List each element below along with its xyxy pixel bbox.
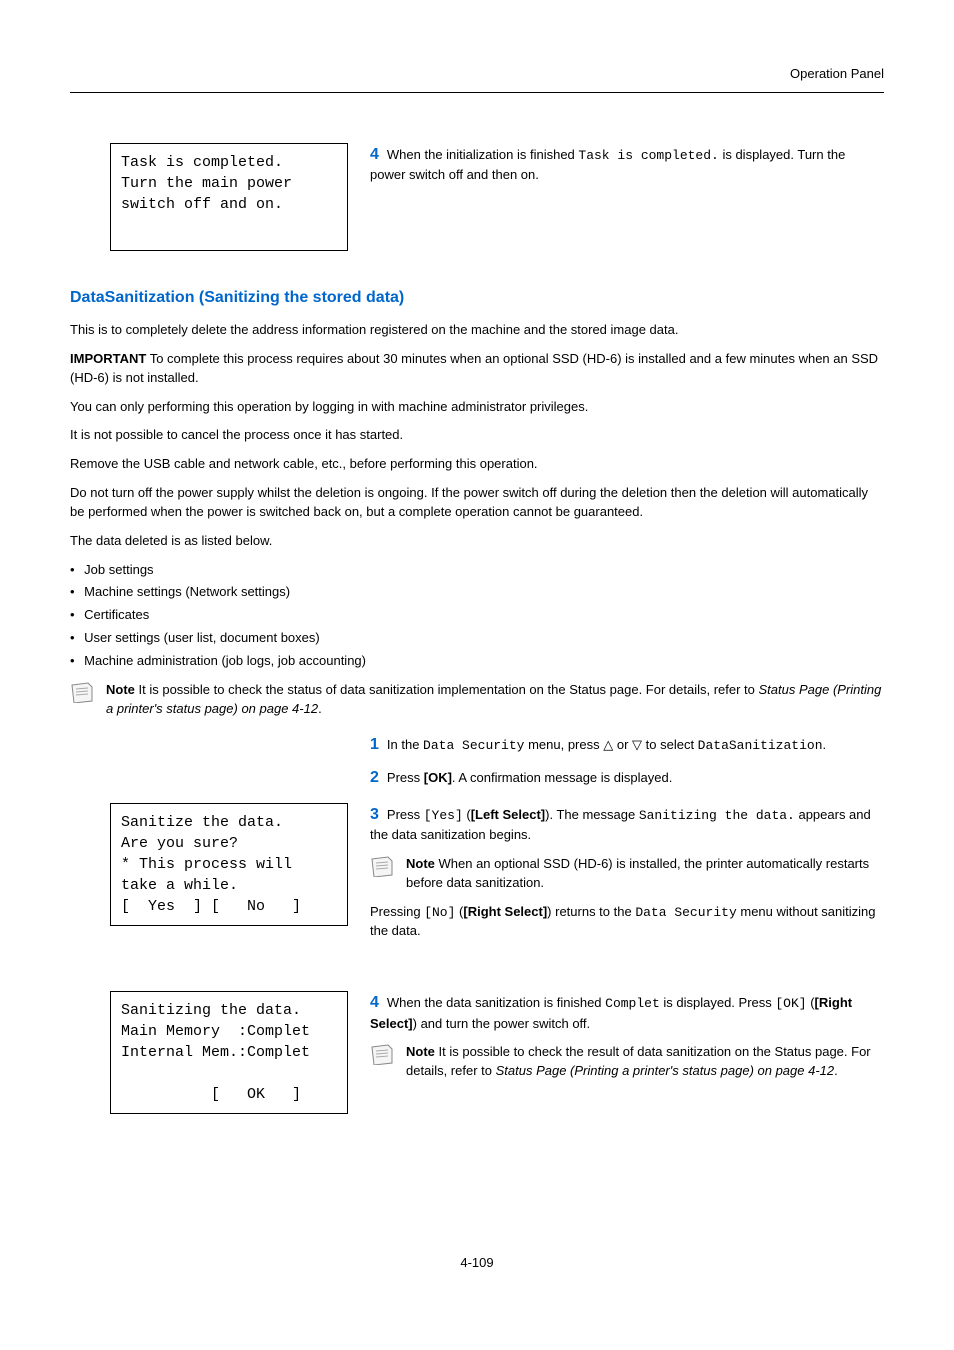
s4bna: Note bbox=[406, 1044, 435, 1059]
s3t7: ) returns to the bbox=[547, 904, 635, 919]
p6: Do not turn off the power supply whilst … bbox=[70, 484, 884, 522]
step2-text: 2 Press [OK]. A confirmation message is d… bbox=[370, 766, 884, 789]
s1c2: DataSanitization bbox=[698, 738, 823, 753]
s4bt4: ) and turn the power switch off. bbox=[413, 1016, 591, 1031]
lcd-sanitizing-result: Sanitizing the data. Main Memory :Comple… bbox=[110, 991, 348, 1114]
step4a-code: Task is completed. bbox=[578, 148, 718, 163]
s4bc2: [OK] bbox=[775, 996, 806, 1011]
step3-note-text: Note When an optional SSD (HD-6) is inst… bbox=[406, 855, 884, 893]
s4bnc: Status Page (Printing a printer's status… bbox=[496, 1063, 835, 1078]
step4a-text: 4 When the initialization is finished Tas… bbox=[370, 143, 884, 185]
step4b-text: 4When the data sanitization is finished … bbox=[370, 991, 884, 1091]
note1-label: Note bbox=[106, 682, 135, 697]
list-item: User settings (user list, document boxes… bbox=[70, 629, 884, 648]
s3t5: Pressing bbox=[370, 904, 424, 919]
s4bt3: ( bbox=[807, 995, 815, 1010]
p7: The data deleted is as listed below. bbox=[70, 532, 884, 551]
header-rule bbox=[70, 92, 884, 93]
step4a-t1: When the initialization is finished bbox=[387, 147, 579, 162]
s3b1: [Left Select] bbox=[471, 807, 545, 822]
note1-text: Note It is possible to check the status … bbox=[106, 681, 884, 719]
s3t3: ). The message bbox=[545, 807, 639, 822]
step-num-1: 1 bbox=[370, 736, 379, 753]
p5: Remove the USB cable and network cable, … bbox=[70, 455, 884, 474]
deleted-data-list: Job settings Machine settings (Network s… bbox=[70, 561, 884, 671]
s4bc1: Complet bbox=[605, 996, 660, 1011]
s3na: Note bbox=[406, 856, 435, 871]
s1t1: In the bbox=[387, 737, 423, 752]
p4: It is not possible to cancel the process… bbox=[70, 426, 884, 445]
step-num-4b: 4 bbox=[370, 994, 379, 1011]
step-num-3: 3 bbox=[370, 806, 379, 823]
p3: You can only performing this operation b… bbox=[70, 398, 884, 417]
lcd-task-completed: Task is completed. Turn the main power s… bbox=[110, 143, 348, 251]
s4b-line1: 4When the data sanitization is finished … bbox=[370, 991, 884, 1033]
s2b1: [OK] bbox=[424, 770, 452, 785]
s3c4: Data Security bbox=[635, 905, 736, 920]
s2t1: Press bbox=[387, 770, 424, 785]
step4b-note-text: Note It is possible to check the result … bbox=[406, 1043, 884, 1081]
s1t3: or bbox=[613, 737, 632, 752]
s3c2: Sanitizing the data. bbox=[639, 808, 795, 823]
list-item: Certificates bbox=[70, 606, 884, 625]
step4b-note: Note It is possible to check the result … bbox=[370, 1043, 884, 1081]
triangle-down-icon: ▽ bbox=[632, 737, 642, 752]
step-4b: Sanitizing the data. Main Memory :Comple… bbox=[110, 991, 884, 1114]
step-2: 2 Press [OK]. A confirmation message is d… bbox=[110, 766, 884, 789]
note-1: Note It is possible to check the status … bbox=[70, 681, 884, 719]
lcd-sanitize-confirm: Sanitize the data. Are you sure? * This … bbox=[110, 803, 348, 926]
s3nb: When an optional SSD (HD-6) is installed… bbox=[406, 856, 869, 890]
step-4a: Task is completed. Turn the main power s… bbox=[110, 143, 884, 251]
list-item: Machine settings (Network settings) bbox=[70, 583, 884, 602]
s4bt2: is displayed. Press bbox=[660, 995, 776, 1010]
s3t2: ( bbox=[463, 807, 471, 822]
note1-body: It is possible to check the status of da… bbox=[135, 682, 759, 697]
s3t1: Press bbox=[387, 807, 424, 822]
step-num-4a: 4 bbox=[370, 146, 379, 163]
note-icon bbox=[370, 855, 396, 877]
s1t4: to select bbox=[642, 737, 698, 752]
list-item: Machine administration (job logs, job ac… bbox=[70, 652, 884, 671]
triangle-up-icon: △ bbox=[603, 737, 613, 752]
heading-datasanitization: DataSanitization (Sanitizing the stored … bbox=[70, 286, 884, 309]
s1t2: menu, press bbox=[524, 737, 603, 752]
list-item: Job settings bbox=[70, 561, 884, 580]
step3-text: 3 Press [Yes] ([Left Select]). The messag… bbox=[370, 803, 884, 951]
s3c1: [Yes] bbox=[424, 808, 463, 823]
p2: IMPORTANT To complete this process requi… bbox=[70, 350, 884, 388]
p1: This is to completely delete the address… bbox=[70, 321, 884, 340]
s3-line2: Pressing [No] ([Right Select]) returns t… bbox=[370, 903, 884, 942]
p2-body: To complete this process requires about … bbox=[70, 351, 878, 385]
note-icon bbox=[370, 1043, 396, 1065]
page-number: 4-109 bbox=[70, 1254, 884, 1273]
s1c1: Data Security bbox=[423, 738, 524, 753]
step-3: Sanitize the data. Are you sure? * This … bbox=[110, 803, 884, 951]
p2-important: IMPORTANT bbox=[70, 351, 146, 366]
s2t2: . A confirmation message is displayed. bbox=[452, 770, 672, 785]
step-1: 1 In the Data Security menu, press △ or ▽… bbox=[110, 733, 884, 756]
header-section: Operation Panel bbox=[70, 65, 884, 84]
step-num-2: 2 bbox=[370, 769, 379, 786]
s1t5: . bbox=[823, 737, 827, 752]
note1-end: . bbox=[318, 701, 322, 716]
step3-note: Note When an optional SSD (HD-6) is inst… bbox=[370, 855, 884, 893]
step1-text: 1 In the Data Security menu, press △ or ▽… bbox=[370, 733, 884, 756]
s4bnd: . bbox=[834, 1063, 838, 1078]
s3b2: [Right Select] bbox=[463, 904, 547, 919]
s3c3: [No] bbox=[424, 905, 455, 920]
s3-line1: 3 Press [Yes] ([Left Select]). The messag… bbox=[370, 803, 884, 845]
note-icon bbox=[70, 681, 96, 703]
s4bt1: When the data sanitization is finished bbox=[387, 995, 605, 1010]
